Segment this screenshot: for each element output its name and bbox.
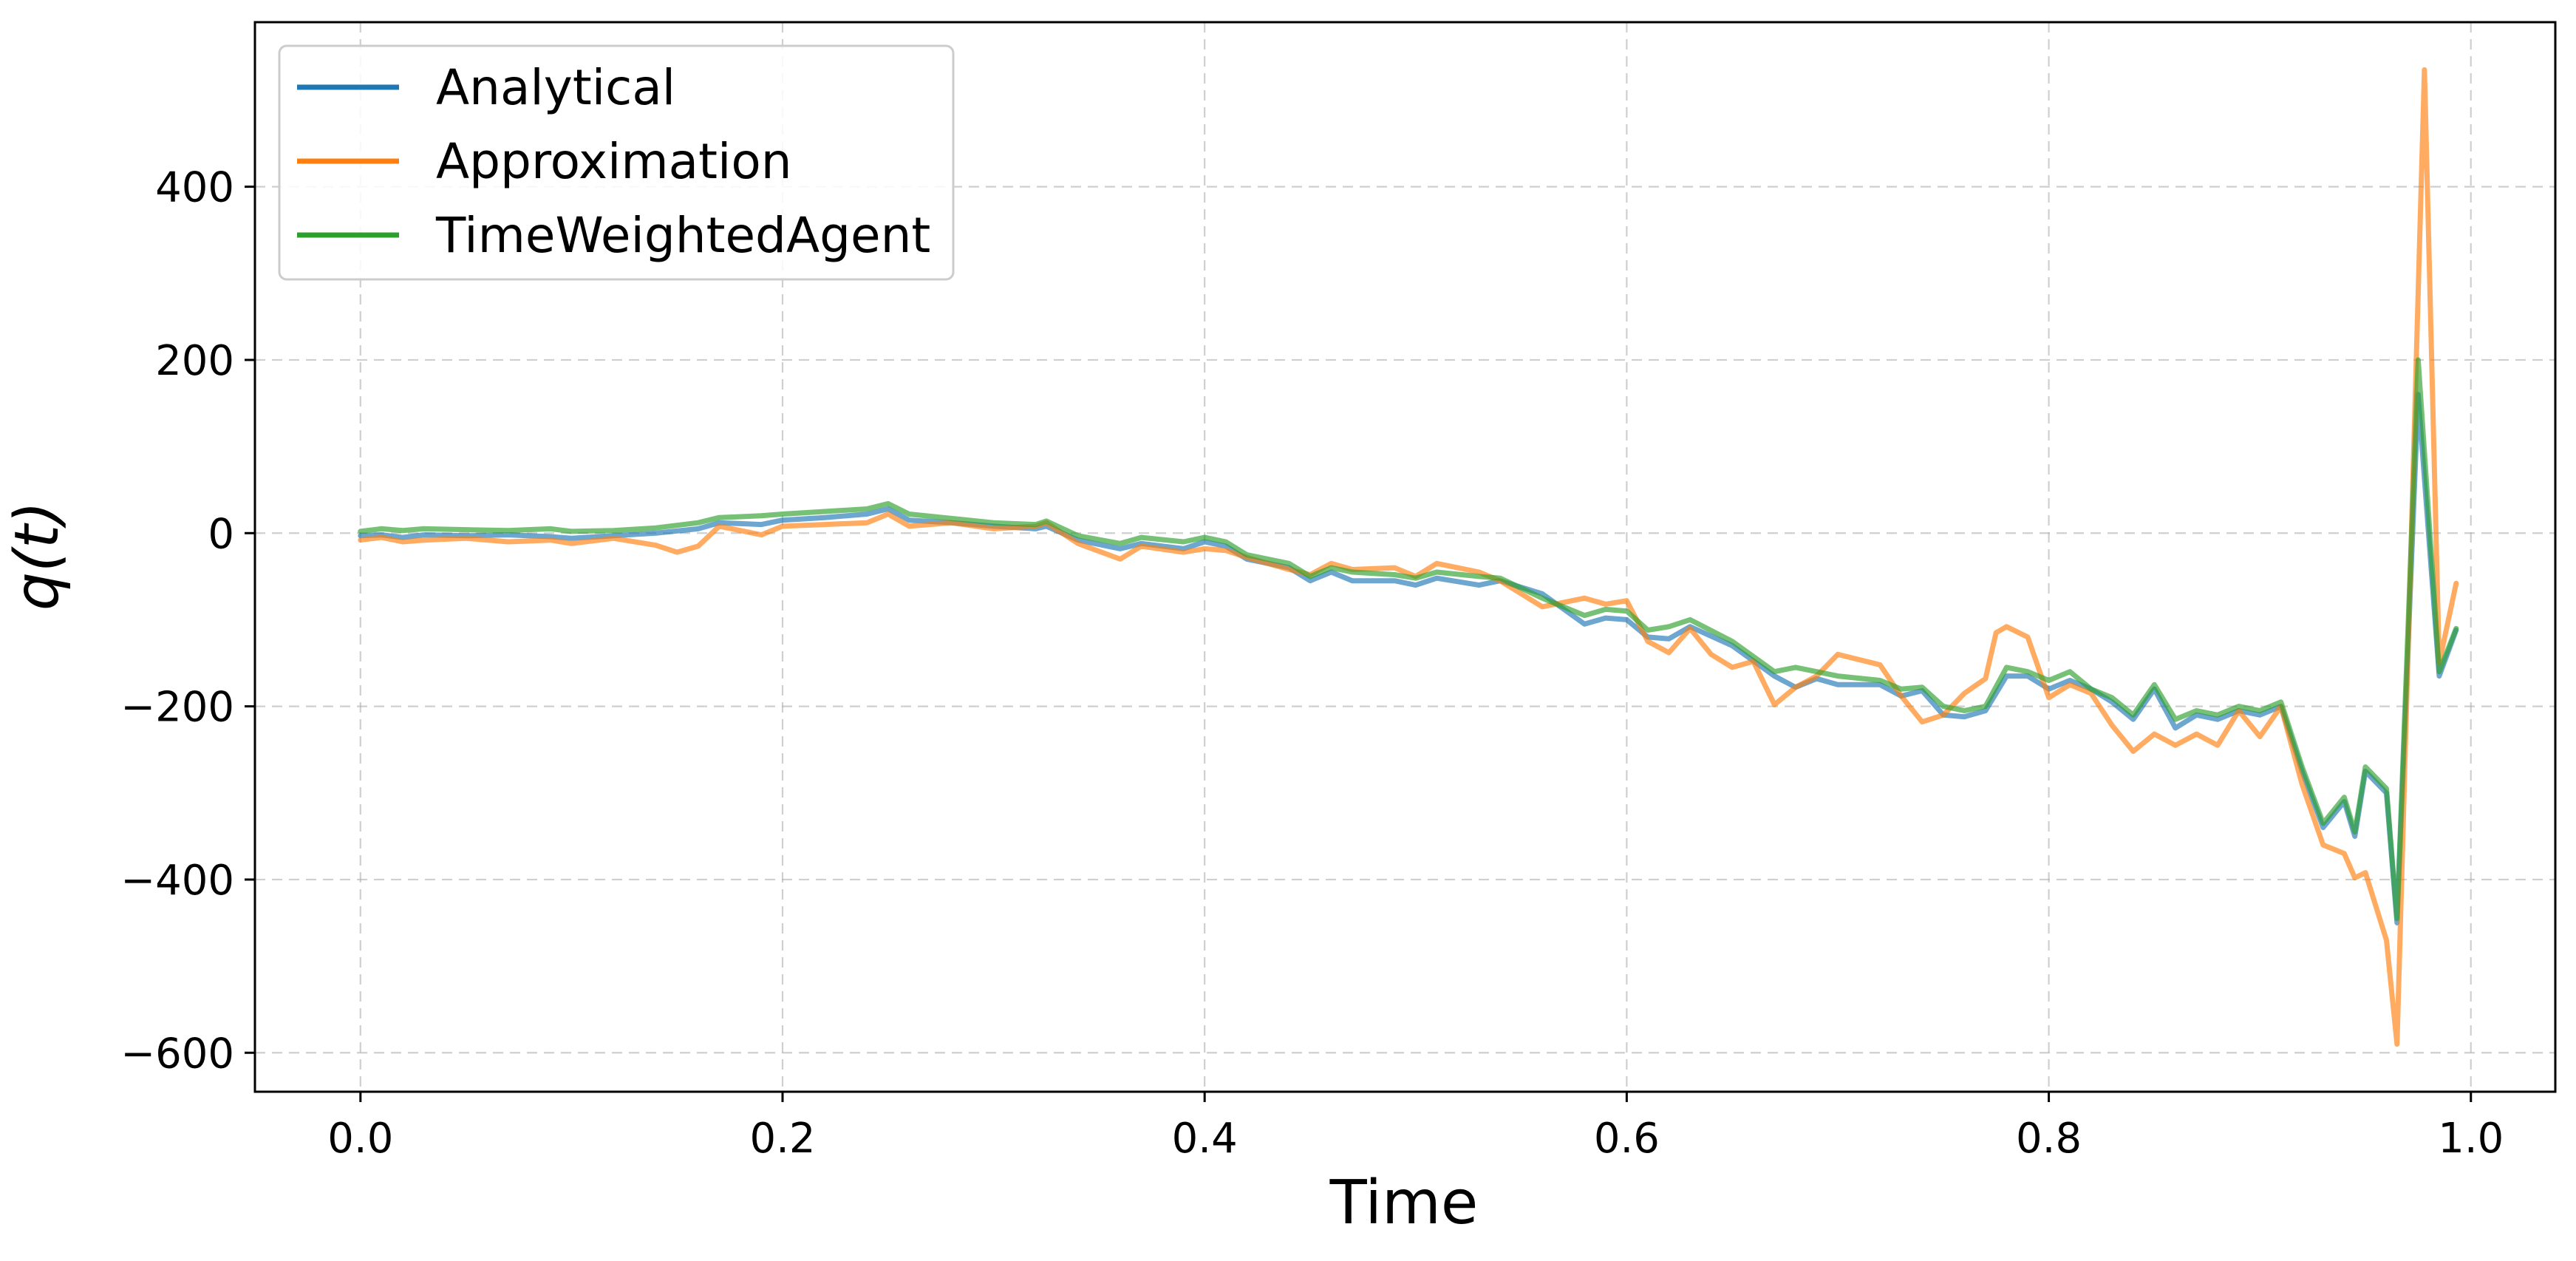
legend-label: Analytical <box>436 59 675 116</box>
x-tick-label: 0.2 <box>749 1115 815 1163</box>
x-tick-label: 1.0 <box>2438 1115 2504 1163</box>
series-line-analytical <box>358 392 2459 925</box>
y-axis-title: q(t) <box>2 501 72 611</box>
legend-label: Approximation <box>436 133 792 190</box>
legend-box <box>278 44 955 281</box>
x-axis-title: Time <box>1329 1168 1479 1238</box>
y-tick-label: 200 <box>155 337 234 385</box>
legend-label: TimeWeightedAgent <box>435 207 930 264</box>
y-tick-label: −600 <box>120 1030 234 1078</box>
plot-frame <box>253 21 2557 1093</box>
y-tick-label: 400 <box>155 164 234 212</box>
legend: Analytical Approximation TimeWeightedAgent <box>278 44 955 281</box>
y-tick-label: −400 <box>120 857 234 905</box>
svg-text:q(t): q(t) <box>2 501 72 611</box>
series-line-timeweightedagent <box>358 357 2459 922</box>
x-tick-label: 0.4 <box>1172 1115 1238 1163</box>
series-line-approximation <box>358 67 2459 1047</box>
x-tick-label: 0.0 <box>327 1115 393 1163</box>
x-tick-label: 0.8 <box>2016 1115 2082 1163</box>
y-tick-label: 0 <box>208 510 234 558</box>
y-tick-label: −200 <box>120 684 234 732</box>
x-tick-label: 0.6 <box>1594 1115 1660 1163</box>
